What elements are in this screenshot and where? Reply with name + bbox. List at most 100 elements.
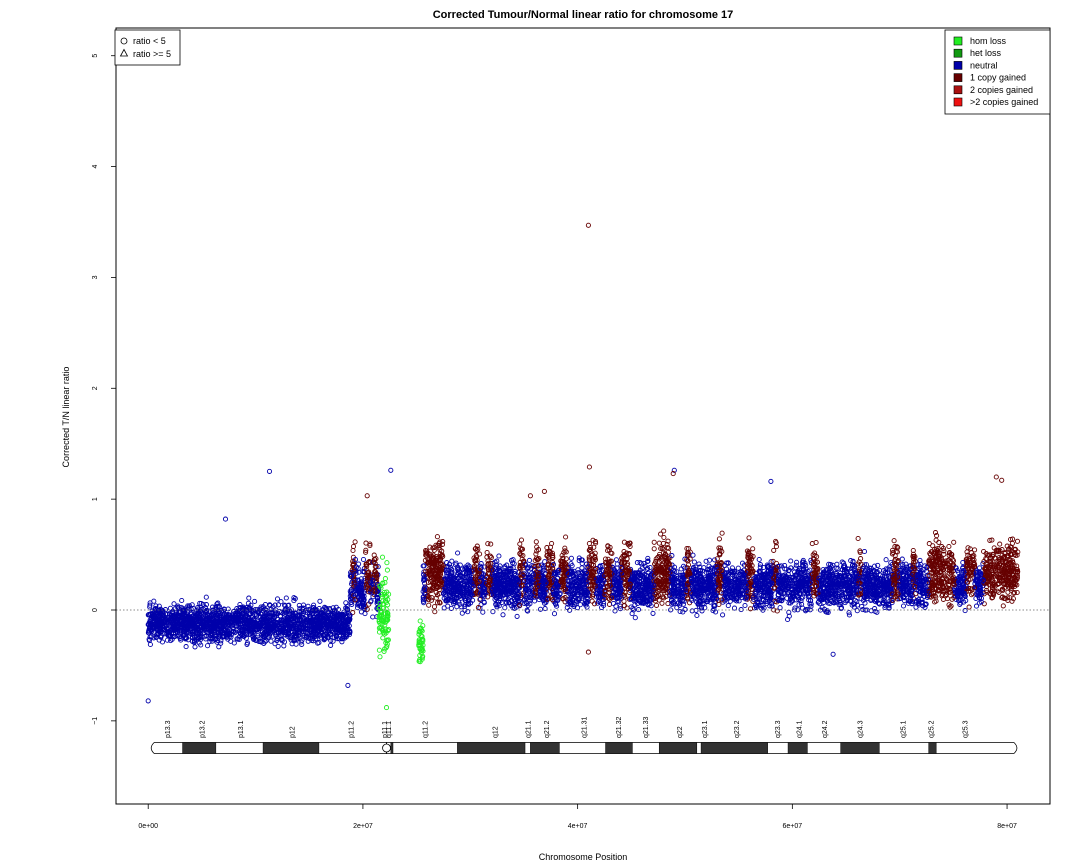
- data-point: [333, 618, 339, 625]
- data-point: [202, 626, 209, 633]
- data-point: [203, 609, 209, 615]
- data-point: [258, 611, 264, 617]
- data-point: [794, 559, 800, 565]
- data-point: [180, 620, 186, 626]
- data-point: [164, 637, 170, 643]
- data-point: [317, 622, 323, 628]
- data-point: [326, 609, 332, 615]
- data-point: [314, 633, 320, 639]
- data-point: [586, 540, 592, 547]
- data-point: [350, 543, 357, 550]
- data-point: [380, 635, 386, 641]
- data-point: [153, 634, 159, 641]
- data-point: [205, 643, 211, 649]
- data-point: [289, 641, 295, 647]
- data-point: [339, 639, 345, 645]
- data-point: [203, 619, 209, 625]
- data-point: [287, 609, 293, 615]
- data-point: [214, 639, 220, 645]
- data-point: [152, 615, 158, 621]
- data-point: [260, 633, 266, 639]
- data-point: [275, 643, 281, 649]
- data-point: [376, 647, 382, 653]
- data-point: [179, 597, 185, 604]
- data-point: [153, 605, 159, 612]
- data-point: [147, 600, 153, 606]
- data-point: [340, 633, 346, 640]
- data-point: [170, 625, 176, 631]
- data-point: [167, 605, 173, 611]
- data-point: [275, 602, 282, 608]
- data-point: [328, 642, 334, 648]
- data-point: [224, 612, 230, 618]
- data-point: [261, 640, 267, 646]
- data-point: [613, 557, 619, 563]
- data-point: [208, 632, 214, 638]
- data-point: [247, 623, 253, 629]
- data-point: [1014, 538, 1021, 544]
- data-point: [202, 616, 209, 622]
- chart-title: Corrected Tumour/Normal linear ratio for…: [433, 9, 734, 21]
- data-point: [246, 631, 252, 637]
- data-point: [311, 602, 317, 608]
- data-point: [303, 617, 309, 623]
- data-point: [459, 610, 465, 616]
- data-point: [340, 621, 346, 627]
- data-point: [297, 630, 303, 636]
- data-point: [278, 599, 284, 605]
- data-point: [330, 618, 337, 624]
- data-point: [379, 554, 386, 560]
- data-point: [313, 610, 319, 616]
- data-point: [735, 565, 741, 571]
- data-point: [174, 619, 181, 625]
- data-point: [606, 601, 613, 607]
- data-point: [147, 624, 153, 630]
- data-point: [285, 629, 292, 636]
- data-point: [209, 604, 216, 610]
- data-point: [296, 609, 302, 615]
- data-point: [264, 607, 270, 613]
- data-point: [182, 634, 189, 641]
- data-point: [297, 605, 303, 611]
- data-point: [189, 634, 196, 640]
- data-point: [304, 610, 311, 616]
- data-point: [225, 614, 231, 620]
- data-point: [299, 622, 305, 628]
- data-point: [302, 616, 308, 622]
- data-point: [254, 623, 260, 630]
- data-point: [270, 604, 276, 610]
- data-point: [234, 636, 240, 642]
- data-point: [563, 534, 569, 540]
- data-point: [178, 637, 184, 643]
- data-point: [334, 636, 340, 642]
- data-point: [158, 629, 164, 635]
- data-point: [242, 614, 248, 620]
- data-point: [237, 601, 243, 608]
- data-point: [159, 639, 166, 645]
- data-point: [323, 605, 330, 611]
- data-point: [186, 605, 192, 611]
- data-point: [203, 609, 209, 615]
- data-point: [771, 547, 777, 553]
- data-point: [198, 600, 204, 607]
- data-point: [340, 635, 346, 642]
- data-point: [307, 629, 313, 635]
- data-point: [861, 548, 868, 555]
- data-point: [246, 619, 252, 625]
- data-point: [350, 610, 356, 616]
- data-point: [267, 603, 273, 609]
- data-point: [426, 602, 432, 608]
- data-point: [239, 627, 246, 633]
- data-point: [310, 638, 316, 644]
- data-point: [192, 644, 198, 650]
- data-point: [183, 644, 189, 650]
- data-point: [331, 635, 337, 641]
- data-point: [377, 654, 383, 660]
- data-point: [178, 615, 184, 622]
- data-point: [568, 555, 574, 561]
- data-point: [263, 618, 269, 624]
- data-point: [156, 603, 162, 609]
- data-point: [249, 626, 255, 632]
- data-point: [307, 610, 313, 616]
- data-point: [656, 540, 662, 546]
